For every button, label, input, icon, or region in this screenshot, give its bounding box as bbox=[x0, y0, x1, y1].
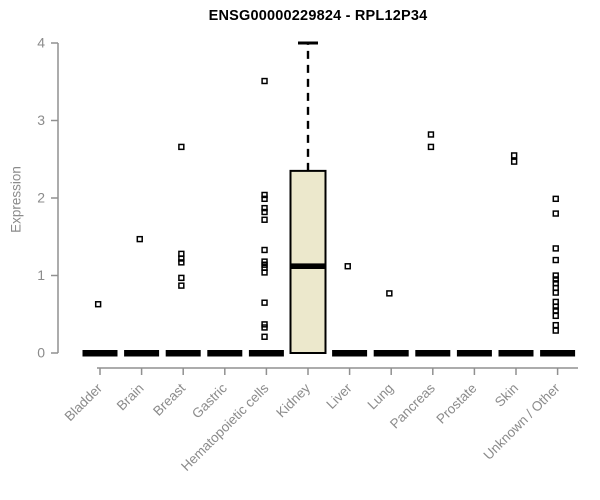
outlier-point bbox=[386, 290, 393, 297]
outlier-point bbox=[178, 274, 185, 282]
outlier-point bbox=[178, 259, 185, 266]
outlier-point bbox=[510, 158, 518, 165]
outlier-point bbox=[261, 269, 268, 276]
y-tick-label: 2 bbox=[37, 190, 45, 206]
collapsed-box bbox=[540, 350, 576, 357]
outlier-point bbox=[178, 255, 185, 262]
outlier-point bbox=[510, 152, 518, 159]
outlier-point bbox=[261, 246, 268, 254]
outlier-point bbox=[552, 321, 559, 329]
outlier-point bbox=[261, 216, 268, 223]
collapsed-box bbox=[165, 350, 201, 357]
y-tick-label: 3 bbox=[37, 112, 45, 128]
y-tick-label: 0 bbox=[37, 345, 45, 361]
outlier-point bbox=[552, 312, 559, 320]
y-tick-label: 4 bbox=[37, 35, 45, 51]
collapsed-box bbox=[332, 350, 368, 357]
outlier-point bbox=[178, 282, 185, 289]
collapsed-box bbox=[124, 350, 160, 357]
category-label: Liver bbox=[323, 380, 355, 412]
outlier-point bbox=[552, 256, 559, 264]
category-label: Kidney bbox=[273, 380, 313, 420]
outlier-point bbox=[552, 289, 559, 296]
collapsed-box bbox=[456, 350, 492, 357]
collapsed-box bbox=[415, 350, 451, 357]
outlier-point bbox=[94, 301, 102, 308]
category-label: Pancreas bbox=[387, 380, 438, 431]
outlier-point bbox=[552, 245, 559, 252]
chart-title: ENSG00000229824 - RPL12P34 bbox=[208, 8, 428, 24]
category-label: Brain bbox=[114, 381, 147, 414]
category-label: Bladder bbox=[62, 380, 106, 424]
outlier-point bbox=[552, 276, 559, 283]
category-label: Unknown / Other bbox=[480, 380, 563, 463]
outlier-point bbox=[261, 324, 268, 331]
collapsed-box bbox=[82, 350, 118, 357]
collapsed-box bbox=[248, 350, 284, 357]
outlier-point bbox=[552, 195, 559, 203]
y-tick-label: 1 bbox=[37, 267, 45, 283]
outlier-point bbox=[261, 299, 268, 306]
outlier-point bbox=[261, 208, 268, 216]
outlier-point bbox=[427, 143, 435, 151]
outlier-point bbox=[178, 143, 185, 151]
outlier-point bbox=[552, 272, 559, 279]
collapsed-box bbox=[498, 350, 534, 357]
category-label: Prostate bbox=[433, 381, 479, 427]
outlier-point bbox=[552, 303, 559, 310]
outlier-point bbox=[261, 77, 268, 85]
outlier-point bbox=[261, 195, 268, 203]
category-label: Breast bbox=[150, 380, 188, 418]
outlier-point bbox=[136, 235, 143, 243]
outlier-point bbox=[427, 131, 435, 138]
outlier-point bbox=[344, 263, 351, 270]
outlier-point bbox=[261, 204, 268, 212]
category-label: Gastric bbox=[189, 380, 230, 421]
outlier-point bbox=[261, 333, 268, 340]
collapsed-box bbox=[207, 350, 243, 357]
category-label: Lung bbox=[364, 381, 396, 413]
outlier-point bbox=[552, 327, 559, 334]
outlier-point bbox=[552, 307, 559, 314]
collapsed-box bbox=[373, 350, 409, 357]
median-line bbox=[290, 263, 326, 269]
box bbox=[289, 169, 327, 354]
outlier-point bbox=[552, 210, 559, 217]
outlier-point bbox=[261, 191, 268, 199]
category-label: Skin bbox=[492, 381, 521, 410]
